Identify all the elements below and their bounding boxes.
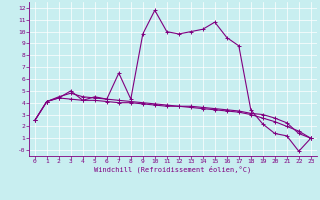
X-axis label: Windchill (Refroidissement éolien,°C): Windchill (Refroidissement éolien,°C): [94, 166, 252, 173]
